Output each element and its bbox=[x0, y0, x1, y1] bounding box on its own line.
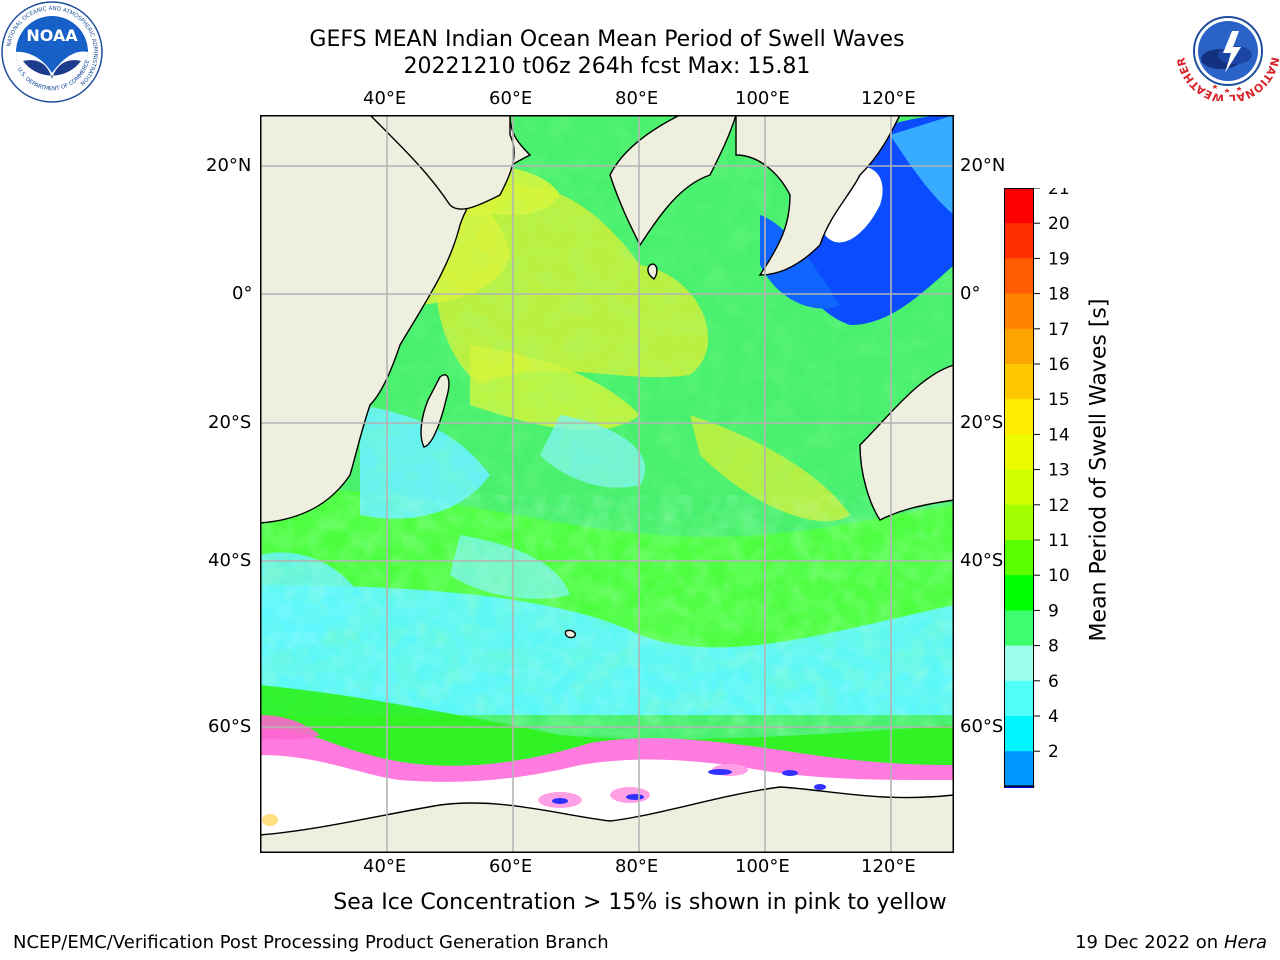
colorbar-segment bbox=[1004, 434, 1034, 471]
colorbar-tick-label: 8 bbox=[1048, 637, 1059, 657]
colorbar-segment bbox=[1004, 540, 1034, 576]
colorbar-tick-label: 9 bbox=[1048, 601, 1059, 621]
colorbar-segment bbox=[1004, 575, 1034, 611]
lat-tick-left: 60°S bbox=[208, 716, 252, 737]
chart-subtitle: 20221210 t06z 264h fcst Max: 15.81 bbox=[403, 54, 811, 79]
colorbar-segment bbox=[1004, 258, 1034, 295]
lon-tick-bottom: 60°E bbox=[489, 856, 533, 877]
colorbar-tick-label: 2 bbox=[1048, 742, 1059, 762]
colorbar-tick-label: 14 bbox=[1048, 425, 1070, 445]
chart-title: GEFS MEAN Indian Ocean Mean Period of Sw… bbox=[309, 27, 905, 52]
colorbar-tick-label: 11 bbox=[1048, 531, 1070, 551]
lat-tick-right: 0° bbox=[960, 283, 981, 304]
colorbar-tick-label: 12 bbox=[1048, 496, 1070, 516]
lat-tick-left: 0° bbox=[232, 283, 253, 304]
colorbar-extend-arrow bbox=[1003, 785, 1035, 816]
colorbar-label: Mean Period of Swell Waves [s] bbox=[1086, 298, 1112, 642]
footer-machine: Hera bbox=[1223, 932, 1267, 953]
footer-date: 19 Dec 2022 on Hera bbox=[1075, 932, 1267, 953]
colorbar-tick-label: 21 bbox=[1048, 188, 1070, 199]
colorbar-segment bbox=[1004, 504, 1034, 541]
lat-tick-left: 20°S bbox=[208, 412, 252, 433]
colorbar-tick-label: 17 bbox=[1048, 320, 1070, 340]
colorbar-tick-label: 13 bbox=[1048, 461, 1070, 481]
colorbar-segment bbox=[1004, 469, 1034, 506]
colorbar-tick-label: 19 bbox=[1048, 249, 1070, 269]
noaa-logo: NOAA NATIONAL OCEANIC AND ATMOSPHERIC AD… bbox=[1, 1, 103, 103]
lon-tick-bottom: 100°E bbox=[735, 856, 790, 877]
sea-ice-note: Sea Ice Concentration > 15% is shown in … bbox=[333, 890, 947, 915]
lon-tick-top: 120°E bbox=[861, 88, 916, 109]
map-panel bbox=[260, 115, 954, 853]
colorbar-segment bbox=[1004, 399, 1034, 435]
lon-tick-top: 40°E bbox=[363, 88, 407, 109]
colorbar-segment bbox=[1004, 680, 1034, 717]
lat-tick-right: 60°S bbox=[960, 716, 1004, 737]
lat-tick-right: 20°N bbox=[960, 155, 1006, 176]
graticule bbox=[260, 115, 954, 853]
colorbar-tick-label: 16 bbox=[1048, 355, 1070, 375]
colorbar-segment bbox=[1004, 364, 1034, 400]
lon-tick-top: 80°E bbox=[615, 88, 659, 109]
colorbar-segment bbox=[1004, 293, 1034, 330]
lon-tick-top: 100°E bbox=[735, 88, 790, 109]
colorbar-tick-label: 15 bbox=[1048, 390, 1070, 410]
footer-credit: NCEP/EMC/Verification Post Processing Pr… bbox=[13, 932, 609, 953]
colorbar-tick-label: 20 bbox=[1048, 214, 1070, 234]
noaa-logo-text: NOAA bbox=[26, 26, 78, 45]
colorbar-tick-label: 6 bbox=[1048, 672, 1059, 692]
lat-tick-right: 20°S bbox=[960, 412, 1004, 433]
colorbar-segment bbox=[1004, 751, 1034, 787]
lat-tick-left: 40°S bbox=[208, 550, 252, 571]
nws-logo: NATIONAL WEATHER SERVICE bbox=[1173, 0, 1280, 105]
colorbar-segment bbox=[1004, 716, 1034, 752]
colorbar-segment bbox=[1004, 188, 1034, 224]
lon-tick-bottom: 120°E bbox=[861, 856, 916, 877]
lat-tick-right: 40°S bbox=[960, 550, 1004, 571]
colorbar-tick-label: 10 bbox=[1048, 566, 1070, 586]
lon-tick-bottom: 40°E bbox=[363, 856, 407, 877]
colorbar-segment bbox=[1004, 610, 1034, 647]
colorbar-segment bbox=[1004, 223, 1034, 259]
lon-tick-bottom: 80°E bbox=[615, 856, 659, 877]
lon-tick-top: 60°E bbox=[489, 88, 533, 109]
colorbar: 21 20 19 18 17 16 15 14 13 12 11 10 9 8 6 4 2 bbox=[1003, 179, 1079, 816]
land-masses bbox=[260, 115, 954, 853]
colorbar-tick-label: 4 bbox=[1048, 707, 1059, 727]
lat-tick-left: 20°N bbox=[206, 155, 252, 176]
colorbar-segment bbox=[1004, 645, 1034, 682]
colorbar-tick-label: 18 bbox=[1048, 285, 1070, 305]
colorbar-segment bbox=[1004, 328, 1034, 365]
